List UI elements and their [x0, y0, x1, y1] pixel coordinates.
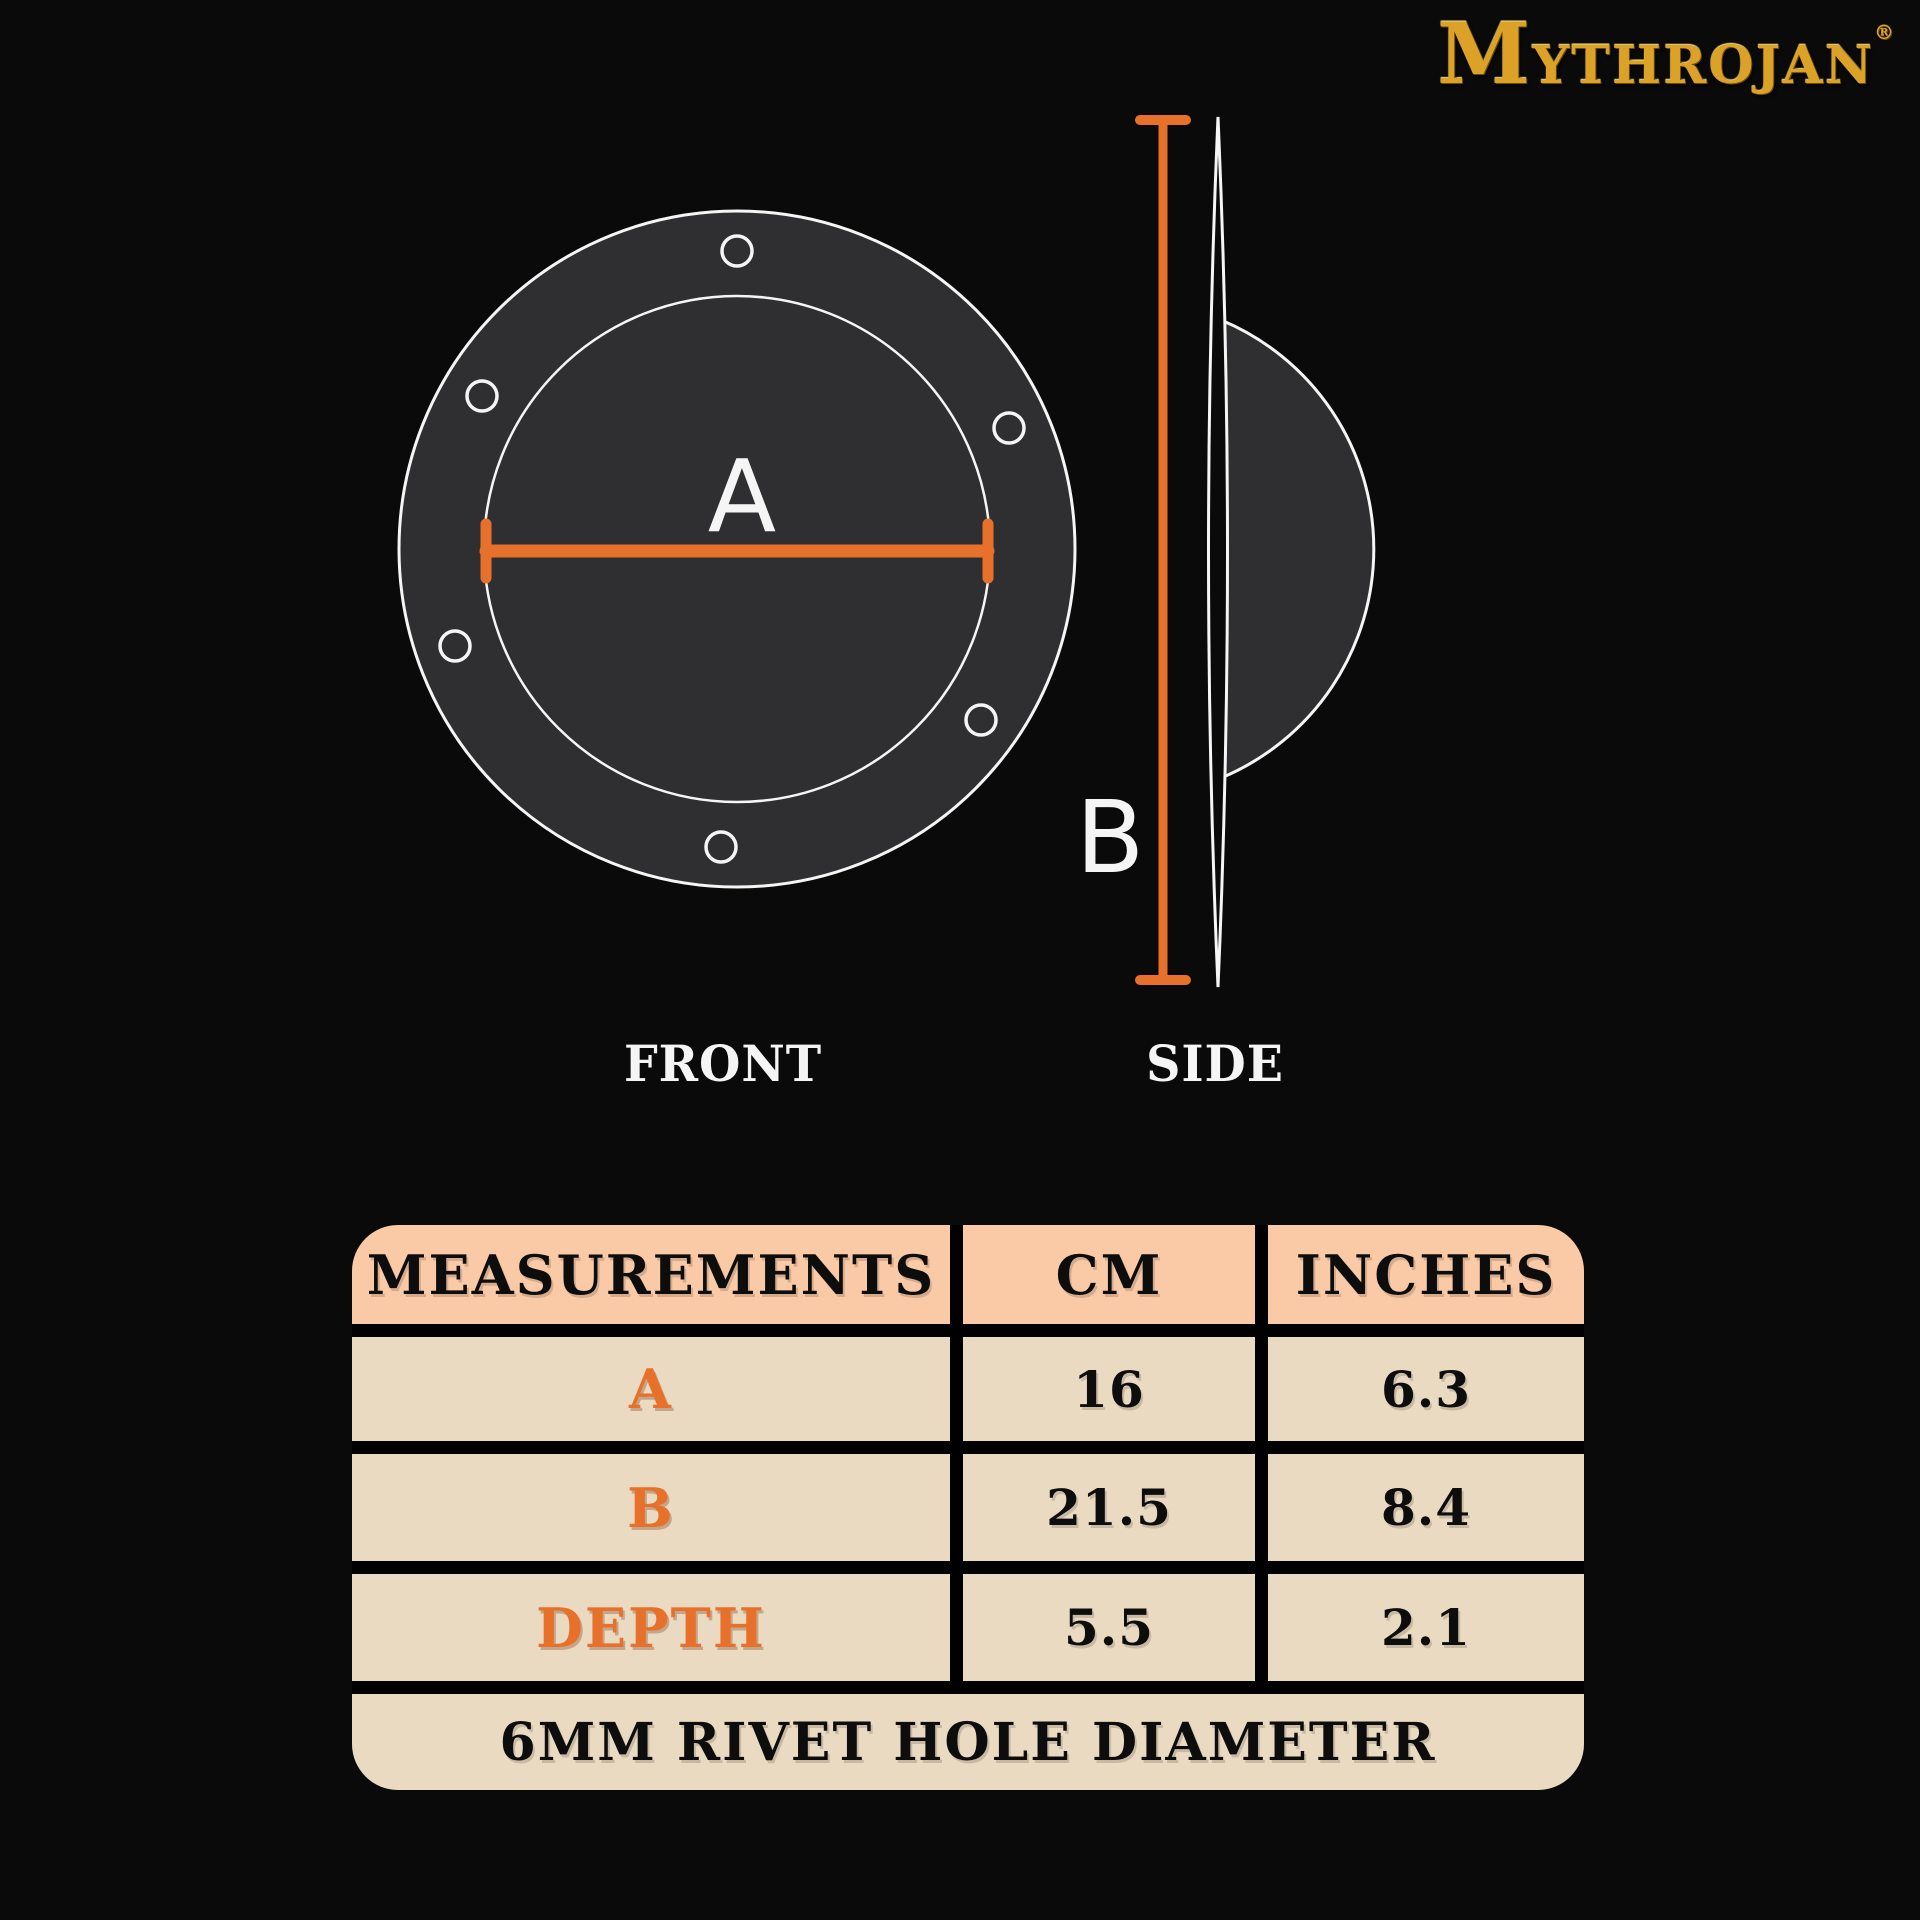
table-footer-note: 6MM RIVET HOLE DIAMETER — [352, 1694, 1584, 1790]
table-row-a-cm: 16 — [963, 1337, 1255, 1441]
table-row-depth-cm: 5.5 — [963, 1574, 1255, 1681]
table-header-cm: CM — [963, 1225, 1255, 1324]
dimension-line-a — [479, 518, 995, 584]
rivet-hole-icon — [465, 379, 499, 413]
rivet-hole-icon — [720, 234, 754, 268]
table-row-depth-label: DEPTH — [352, 1574, 950, 1681]
front-view-label: FRONT — [623, 1034, 823, 1093]
rivet-hole-icon — [992, 411, 1026, 445]
brand-logo-text: MYTHROJAN — [1437, 4, 1874, 103]
table-header-inches: INCHES — [1268, 1225, 1584, 1324]
side-view: B — [1076, 115, 1376, 988]
dimension-diagram: A B — [397, 115, 1376, 988]
side-flange-profile — [1207, 116, 1229, 988]
dimension-line-b — [1135, 115, 1191, 985]
table-row-b-label: B — [352, 1454, 950, 1561]
table-row-a-inches: 6.3 — [1268, 1337, 1584, 1441]
registered-trademark-mark: ® — [1874, 20, 1894, 44]
dimension-label-b: B — [1076, 779, 1145, 896]
rivet-hole-icon — [964, 703, 998, 737]
table-header-measurements: MEASUREMENTS — [352, 1225, 950, 1324]
table-row-depth-inches: 2.1 — [1268, 1574, 1584, 1681]
side-view-label: SIDE — [1146, 1034, 1284, 1093]
table-row-b-cm: 21.5 — [963, 1454, 1255, 1561]
brand-logo: MYTHROJAN ® — [1437, 4, 1894, 112]
dimension-label-a: A — [708, 438, 776, 555]
rivet-hole-icon — [704, 830, 738, 864]
table-row-b-inches: 8.4 — [1268, 1454, 1584, 1561]
front-view: A — [397, 209, 1077, 889]
measurements-table: MEASUREMENTS CM INCHES A 16 6.3 B 21.5 8… — [352, 1225, 1584, 1790]
table-row-a-label: A — [352, 1337, 950, 1441]
rivet-hole-icon — [438, 629, 472, 663]
side-dome-profile — [1219, 317, 1376, 781]
